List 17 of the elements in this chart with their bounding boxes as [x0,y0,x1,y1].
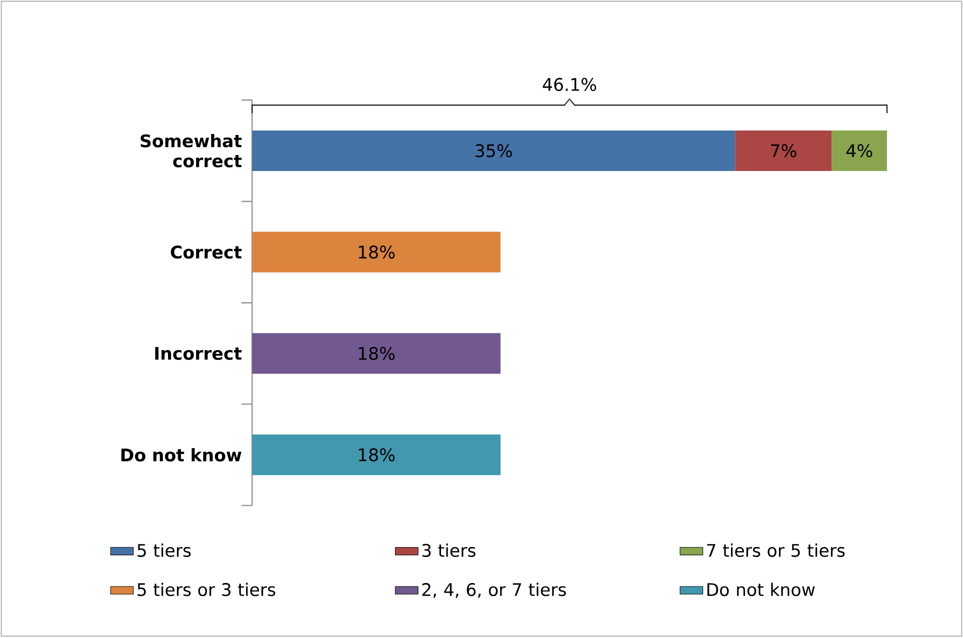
legend-label: Do not know [707,582,815,596]
text: 46.1% [542,78,596,92]
y-tick-label: Somewhat correct [140,134,242,168]
data-label: 7% [771,144,796,158]
y-tick-label: Correct [170,246,242,259]
legend-label: 7 tiers or 5 tiers [707,544,845,558]
legend-label: 2, 4, 6, or 7 tiers [422,582,566,598]
y-tick-label: Incorrect [155,347,242,360]
data-label: 18% [358,246,395,259]
legend-label: 5 tiers or 3 tiers [138,582,276,596]
data-label: 18% [358,347,395,360]
data-label: 35% [476,144,512,158]
y-tick-label: Do not know [121,448,242,462]
legend-label: 3 tiers [422,544,476,558]
legend-label: 5 tiers [138,544,191,558]
data-label: 18% [358,448,395,462]
data-label: 4% [846,144,872,158]
